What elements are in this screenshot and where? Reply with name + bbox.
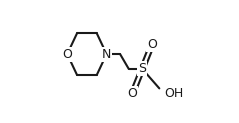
Text: O: O [62, 48, 72, 61]
Text: N: N [102, 48, 111, 61]
Text: O: O [147, 38, 157, 51]
Text: OH: OH [164, 87, 183, 100]
Text: O: O [127, 87, 137, 100]
Text: S: S [138, 62, 146, 75]
